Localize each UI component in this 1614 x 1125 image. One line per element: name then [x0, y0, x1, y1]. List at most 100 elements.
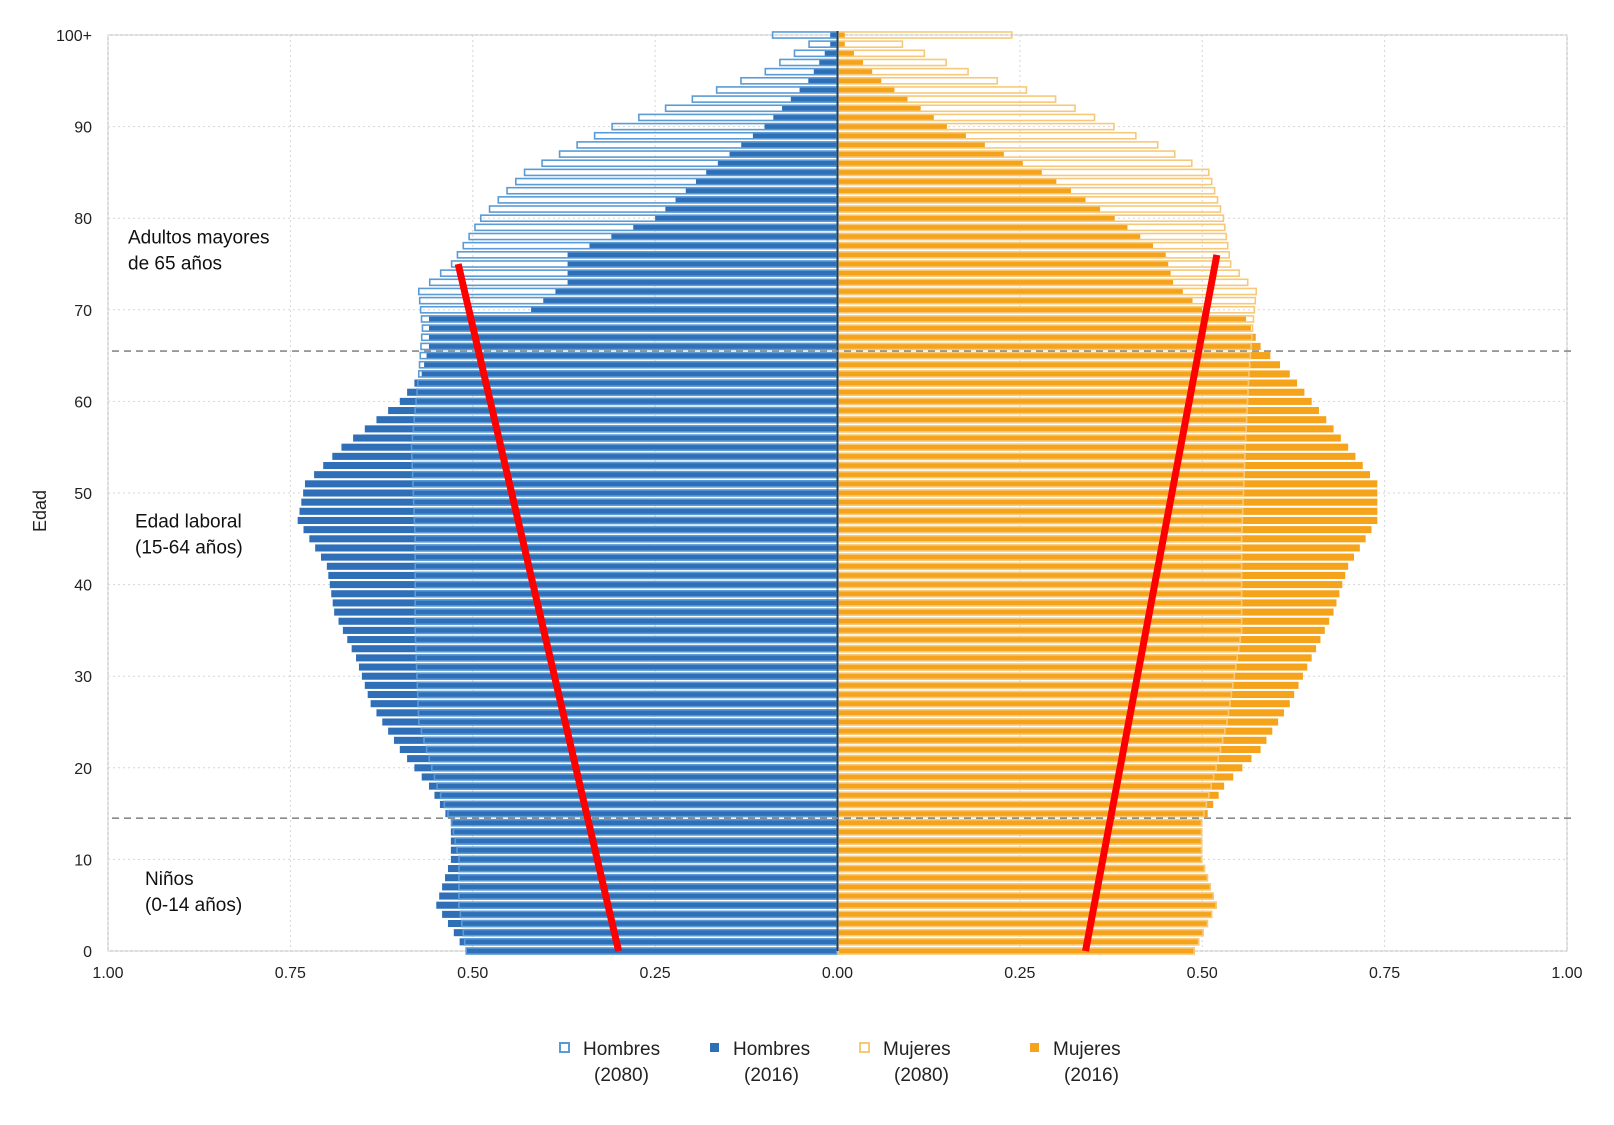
bar-hombres-2016-	[364, 425, 838, 433]
bar-mujeres-2016-	[837, 727, 1273, 735]
bar-hombres-2016-	[555, 287, 838, 296]
y-tick-label: 70	[74, 303, 92, 320]
bars	[297, 31, 1378, 955]
bar-mujeres-2016-	[837, 461, 1363, 470]
bar-mujeres-2016-	[837, 617, 1330, 625]
y-tick-label: 50	[74, 486, 92, 503]
legend-label-line2: (2080)	[594, 1065, 649, 1086]
bar-mujeres-2016-	[837, 938, 1200, 946]
bar-hombres-2016-	[326, 562, 838, 570]
bar-hombres-2016-	[428, 333, 838, 341]
legend-swatch	[1030, 1043, 1039, 1052]
bar-hombres-2016-	[342, 626, 838, 634]
bar-hombres-2016-	[695, 178, 838, 186]
bar-hombres-2016-	[706, 168, 838, 176]
bar-hombres-2016-	[399, 745, 838, 754]
bar-hombres-2016-	[414, 764, 838, 772]
bar-hombres-2016-	[447, 919, 838, 928]
bar-mujeres-2016-	[837, 443, 1349, 451]
bar-mujeres-2016-	[837, 388, 1305, 396]
x-tick-label: 1.00	[1551, 965, 1582, 982]
bar-hombres-2016-	[567, 260, 838, 268]
bar-hombres-2016-	[382, 718, 838, 726]
bar-hombres-2016-	[303, 526, 838, 534]
bar-mujeres-2016-	[837, 269, 1171, 277]
bar-mujeres-2016-	[837, 892, 1214, 900]
bar-hombres-2016-	[334, 608, 838, 616]
bar-hombres-2016-	[393, 736, 838, 744]
bar-mujeres-2016-	[837, 810, 1208, 818]
y-tick-label: 90	[74, 120, 92, 137]
bar-hombres-2016-	[364, 681, 838, 689]
bar-hombres-2016-	[321, 553, 838, 561]
bar-mujeres-2016-	[837, 397, 1312, 405]
bar-hombres-2016-	[439, 892, 838, 900]
bar-hombres-2016-	[741, 141, 838, 149]
bar-mujeres-2016-	[837, 846, 1203, 854]
bar-mujeres-2016-	[837, 407, 1319, 415]
bar-hombres-2016-	[567, 251, 838, 259]
bar-mujeres-2016-	[837, 434, 1341, 442]
bar-mujeres-2016-	[837, 324, 1251, 332]
bar-mujeres-2016-	[837, 159, 1023, 167]
bar-mujeres-2016-	[837, 929, 1204, 937]
bar-hombres-2016-	[414, 379, 838, 387]
y-tick-label: 80	[74, 211, 92, 228]
bar-mujeres-2016-	[837, 352, 1271, 360]
x-tick-label: 0.75	[275, 965, 306, 982]
bar-hombres-2016-	[304, 480, 838, 488]
bar-mujeres-2016-	[837, 480, 1378, 488]
x-tick-label: 1.00	[92, 965, 123, 982]
bar-mujeres-2016-	[837, 68, 873, 76]
bar-mujeres-2016-	[837, 361, 1281, 369]
bar-mujeres-2016-	[837, 370, 1290, 378]
bar-hombres-2016-	[450, 846, 838, 854]
bar-mujeres-2016-	[837, 681, 1299, 689]
bar-hombres-2016-	[370, 700, 838, 708]
bar-mujeres-2016-	[837, 782, 1225, 790]
bar-hombres-2016-	[399, 397, 838, 405]
x-tick-label: 0.50	[1187, 965, 1218, 982]
legend-label-line1: Hombres	[733, 1039, 810, 1060]
bar-hombres-2016-	[436, 901, 838, 909]
bar-hombres-2016-	[611, 232, 838, 241]
bar-hombres-2016-	[813, 68, 838, 76]
legend-swatch	[859, 1042, 870, 1053]
bar-mujeres-2016-	[837, 764, 1243, 772]
bar-mujeres-2016-	[837, 883, 1212, 891]
bar-hombres-2016-	[341, 443, 838, 451]
bar-hombres-2016-	[434, 791, 838, 799]
legend-label-line1: Hombres	[583, 1039, 660, 1060]
bar-mujeres-2016-	[837, 626, 1325, 634]
bar-mujeres-2016-	[837, 260, 1169, 268]
bar-hombres-2016-	[465, 947, 838, 955]
bar-mujeres-2016-	[837, 901, 1217, 909]
bar-hombres-2016-	[328, 571, 838, 579]
bar-hombres-2016-	[567, 278, 838, 286]
bar-hombres-2016-	[388, 727, 838, 735]
bar-mujeres-2016-	[837, 581, 1343, 589]
bar-hombres-2016-	[819, 58, 838, 67]
bar-mujeres-2016-	[837, 636, 1321, 644]
axes: Edad 1.00 0.75 0.50 0.25 0.00 0.25 0.50 0.75 1.0…	[30, 28, 1583, 982]
bar-mujeres-2016-	[837, 590, 1340, 598]
bar-hombres-2016-	[428, 782, 838, 790]
annotations: Adultos mayores de 65 años Edad laboral (15…	[128, 228, 270, 916]
bar-mujeres-2016-	[837, 77, 882, 85]
x-tick-label: 0.25	[640, 965, 671, 982]
legend-label-line2: (2016)	[744, 1065, 799, 1086]
overlays	[112, 31, 1572, 952]
bar-hombres-2016-	[830, 31, 838, 39]
bar-mujeres-2016-	[837, 95, 908, 103]
bar-mujeres-2016-	[837, 214, 1115, 222]
bar-hombres-2016-	[421, 773, 838, 781]
bar-mujeres-2016-	[837, 773, 1234, 781]
x-tick-label: 0.50	[457, 965, 488, 982]
bar-mujeres-2016-	[837, 654, 1312, 662]
bar-hombres-2016-	[358, 663, 838, 671]
bar-mujeres-2016-	[837, 800, 1214, 808]
bar-hombres-2016-	[376, 416, 838, 424]
legend-label-line2: (2080)	[894, 1065, 949, 1086]
bar-mujeres-2016-	[837, 489, 1378, 497]
annotation-line2: de 65 años	[128, 254, 222, 275]
